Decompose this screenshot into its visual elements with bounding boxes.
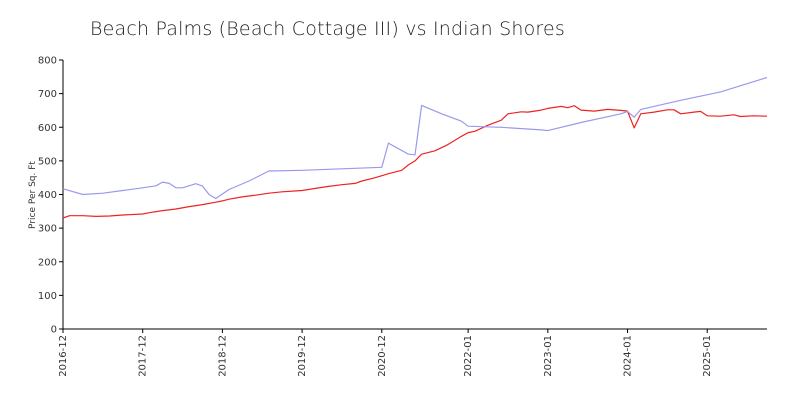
x-tick-label: 2019-12 <box>297 335 308 377</box>
y-axis-label: Price Per Sq. Ft <box>28 161 38 229</box>
y-tick-label: 0 <box>51 325 57 336</box>
y-tick-label: 400 <box>38 190 57 201</box>
x-tick-label: 2022-01 <box>463 335 474 377</box>
y-tick-label: 100 <box>38 291 57 302</box>
x-tick-label: 2017-12 <box>138 335 149 377</box>
x-tick-label: 2025-01 <box>702 335 713 377</box>
series-lines <box>62 76 768 219</box>
x-tick-label: 2023-01 <box>543 335 554 377</box>
x-tick-label: 2016-12 <box>58 335 69 377</box>
y-tick-label: 600 <box>38 123 57 134</box>
y-tick-label: 500 <box>38 156 57 167</box>
chart-title: Beach Palms (Beach Cottage III) vs India… <box>90 18 566 40</box>
x-tick-label: 2018-12 <box>217 335 228 377</box>
y-tick-label: 700 <box>38 89 57 100</box>
series-line-1 <box>62 105 768 219</box>
y-tick-label: 200 <box>38 257 57 268</box>
axes: 0 100 200 300 400 500 600 700 800 2016-12 2017-12 2… <box>38 56 767 377</box>
y-tick-label: 300 <box>38 224 57 235</box>
series-line-2 <box>62 76 768 200</box>
x-tick-label: 2020-12 <box>377 335 388 377</box>
x-tick-label: 2024-01 <box>623 335 634 377</box>
y-tick-label: 800 <box>38 56 57 67</box>
